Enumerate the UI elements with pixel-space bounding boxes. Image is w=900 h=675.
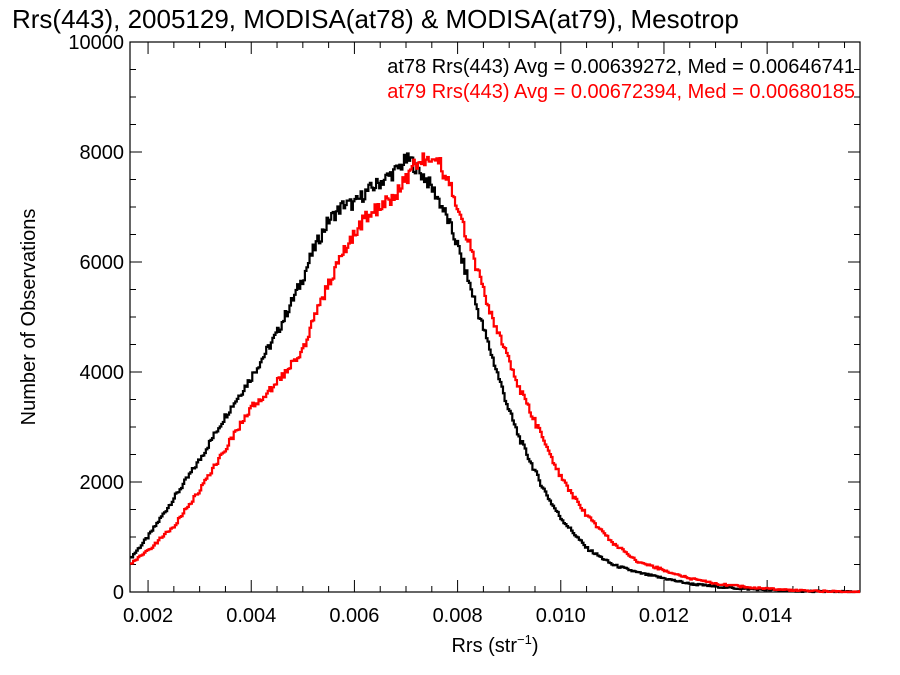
x-axis-label-end: ) bbox=[532, 635, 539, 657]
x-axis-label-sup: −1 bbox=[517, 632, 532, 647]
axis-tick-labels: 0.002 0.004 0.006 0.008 0.010 0.012 0.014 0 2000… bbox=[68, 32, 792, 627]
series-line-at79 bbox=[130, 152, 861, 594]
legend-at78: at78 Rrs(443) Avg = 0.00639272, Med = 0.… bbox=[387, 56, 855, 78]
series-lines bbox=[130, 152, 861, 594]
legend-at79: at79 Rrs(443) Avg = 0.00672394, Med = 0.… bbox=[387, 81, 855, 103]
axis-ticks bbox=[130, 41, 860, 593]
x-axis-label: Rrs (str−1) bbox=[451, 632, 538, 657]
chart-title: Rrs(443), 2005129, MODISA(at78) & MODISA… bbox=[12, 4, 739, 34]
x-tick-label: 0.006 bbox=[329, 605, 379, 627]
y-tick-label: 6000 bbox=[80, 252, 125, 274]
x-tick-label: 0.004 bbox=[226, 605, 276, 627]
y-tick-label: 0 bbox=[113, 582, 124, 604]
x-tick-label: 0.012 bbox=[639, 605, 689, 627]
y-axis-label: Number of Observations bbox=[18, 209, 40, 426]
x-axis-label-main: Rrs (str bbox=[451, 635, 517, 657]
y-tick-label: 10000 bbox=[68, 32, 124, 54]
y-tick-label: 4000 bbox=[80, 362, 125, 384]
y-tick-label: 2000 bbox=[80, 472, 125, 494]
x-tick-label: 0.014 bbox=[742, 605, 792, 627]
x-tick-label: 0.010 bbox=[536, 605, 586, 627]
x-tick-label: 0.008 bbox=[433, 605, 483, 627]
y-tick-label: 8000 bbox=[80, 142, 125, 164]
series-line-at78 bbox=[130, 152, 861, 594]
plot-frame bbox=[129, 41, 861, 593]
x-tick-label: 0.002 bbox=[123, 605, 173, 627]
